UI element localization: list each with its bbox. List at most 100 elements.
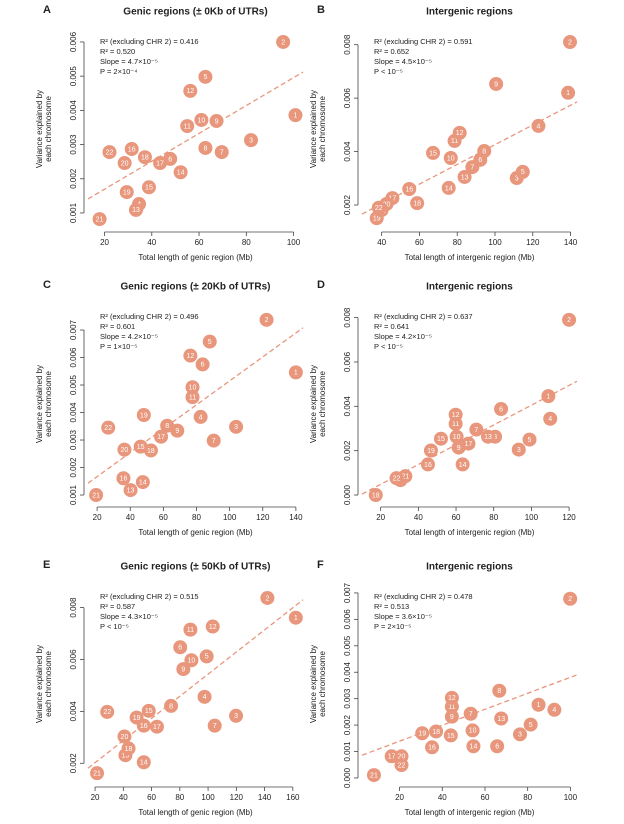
point-label: 22	[375, 205, 383, 212]
point-label: 18	[432, 729, 440, 736]
point-label: 7	[220, 149, 224, 156]
point	[170, 423, 185, 438]
point-label: 10	[469, 728, 477, 735]
point	[195, 357, 210, 372]
point-label: 6	[478, 157, 482, 164]
x-tick-label: 60	[481, 793, 490, 802]
point	[185, 390, 200, 405]
point-label: 6	[499, 406, 503, 413]
y-tick-label: 0.002	[343, 194, 352, 215]
point-label: 11	[451, 138, 458, 145]
trend-line	[87, 71, 304, 200]
annotation: Slope = 4.5×10⁻⁵	[374, 57, 432, 66]
point	[541, 389, 556, 404]
point	[515, 164, 530, 179]
point-label: 1	[294, 370, 298, 377]
annotation: R² = 0.513	[374, 602, 409, 611]
point	[477, 144, 492, 159]
point	[452, 125, 467, 140]
y-tick-label: 0.005	[69, 374, 78, 395]
x-tick-label: 160	[286, 793, 300, 802]
x-tick-label: 100	[564, 793, 578, 802]
point	[214, 145, 229, 160]
point-label: 3	[518, 732, 522, 739]
point	[384, 749, 399, 764]
point-label: 2	[568, 596, 572, 603]
point-label: 16	[140, 723, 148, 730]
point	[209, 113, 224, 128]
point	[129, 710, 144, 725]
y-tick-label: 0.007	[69, 319, 78, 340]
point-label: 3	[234, 713, 238, 720]
x-tick-label: 80	[453, 238, 462, 247]
point-label: 2	[567, 317, 571, 324]
point-label: 2	[265, 595, 269, 602]
point	[448, 407, 463, 422]
point-label: 11	[448, 704, 455, 711]
point	[185, 380, 200, 395]
point	[489, 76, 504, 91]
point	[465, 723, 480, 738]
point	[197, 689, 212, 704]
y-tick-label: 0.008	[69, 597, 78, 618]
y-tick-label: 0.003	[69, 429, 78, 450]
point-label: 4	[203, 694, 207, 701]
x-tick-label: 80	[489, 513, 498, 522]
point	[394, 758, 409, 773]
point	[444, 690, 459, 705]
panel-title: Genic regions (± 0Kb of UTRs)	[123, 7, 267, 18]
point	[102, 145, 117, 160]
point-label: 4	[548, 416, 552, 423]
annotation: R² = 0.641	[374, 322, 409, 331]
point-label: 6	[178, 645, 182, 652]
point	[547, 702, 562, 717]
point	[490, 739, 505, 754]
y-tick-label: 0.004	[343, 141, 352, 162]
point-label: 18	[413, 200, 421, 207]
point-label: 15	[429, 150, 437, 157]
x-tick-label: 20	[91, 793, 100, 802]
point-label: 21	[96, 216, 104, 223]
point-label: 8	[165, 423, 169, 430]
point	[117, 156, 132, 171]
point-label: 14	[140, 760, 148, 767]
y-tick-label: 0.005	[69, 66, 78, 87]
y-tick-label: 0.004	[69, 701, 78, 722]
point-label: 2	[568, 39, 572, 46]
point	[141, 703, 156, 718]
point-label: 1	[293, 112, 297, 119]
point	[141, 180, 156, 195]
point	[117, 442, 132, 457]
point-label: 12	[186, 88, 194, 95]
point-label: 15	[437, 436, 445, 443]
y-tick-label: 0.008	[343, 34, 352, 55]
y-tick-label: 0.004	[69, 100, 78, 121]
point-label: 15	[137, 444, 145, 451]
point	[402, 181, 417, 196]
point-label: 14	[445, 185, 453, 192]
y-tick-label: 0.005	[343, 635, 352, 656]
point-label: 22	[106, 149, 114, 156]
point	[100, 704, 115, 719]
annotation: P = 1×10⁻⁵	[100, 342, 137, 351]
panel-title: Intergenic regions	[426, 562, 513, 573]
annotation: P < 10⁻⁵	[374, 342, 403, 351]
y-tick-label: 0.006	[69, 31, 78, 52]
x-tick-label: 40	[414, 513, 423, 522]
annotation: R² = 0.601	[100, 322, 135, 331]
point-label: 5	[521, 169, 525, 176]
annotation: R² (excluding CHR 2) = 0.496	[100, 312, 199, 321]
point-label: 14	[470, 744, 478, 751]
x-tick-label: 20	[100, 238, 109, 247]
point	[371, 200, 386, 215]
point-label: 2	[281, 39, 285, 46]
point	[449, 429, 464, 444]
point	[198, 140, 213, 155]
point-label: 22	[104, 425, 112, 432]
y-tick-label: 0.002	[69, 753, 78, 774]
x-tick-label: 140	[258, 793, 272, 802]
point-label: 3	[515, 175, 519, 182]
point-label: 20	[121, 160, 129, 167]
point	[198, 69, 213, 84]
